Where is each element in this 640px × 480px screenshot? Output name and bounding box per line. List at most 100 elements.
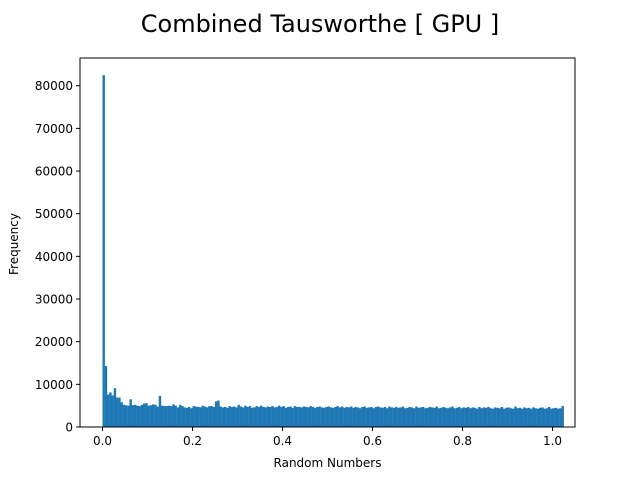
histogram-bar — [138, 406, 141, 427]
histogram-bar — [298, 406, 301, 427]
histogram-bar — [505, 407, 508, 427]
histogram-bar — [325, 406, 328, 427]
histogram-bar — [415, 406, 418, 427]
y-axis-label: Frequency — [7, 213, 21, 275]
histogram-bar — [253, 407, 256, 427]
histogram-bar — [226, 407, 229, 427]
y-tick-label: 10000 — [35, 378, 73, 392]
histogram-bar — [469, 408, 472, 427]
histogram-bar — [309, 406, 312, 427]
histogram-bar — [518, 407, 522, 427]
y-tick-label: 60000 — [35, 165, 73, 179]
histogram-bar — [424, 408, 427, 427]
histogram-bar — [266, 406, 270, 427]
histogram-bar — [237, 404, 240, 427]
histogram-bar — [199, 407, 202, 427]
histogram-bar — [408, 406, 411, 427]
histogram-bar — [530, 408, 533, 427]
histogram-bar — [201, 405, 204, 427]
histogram-bar — [197, 406, 200, 427]
histogram-bar — [149, 405, 153, 427]
histogram-bar — [111, 395, 114, 427]
histogram-bar — [221, 407, 225, 427]
histogram-bar — [176, 407, 180, 427]
histogram-bar — [318, 406, 321, 427]
histogram-bar — [269, 406, 272, 427]
histogram-bar — [532, 407, 535, 427]
histogram-bar — [113, 388, 117, 427]
histogram-bar — [509, 408, 513, 427]
histogram-bar — [462, 407, 465, 427]
histogram-bar — [539, 407, 542, 427]
histogram-bar — [478, 406, 481, 427]
histogram-bar — [343, 407, 346, 427]
histogram-bar — [284, 407, 288, 427]
histogram-bar — [170, 406, 173, 427]
histogram-bar — [287, 406, 290, 427]
histogram-bar — [350, 406, 353, 427]
y-tick-label: 30000 — [35, 293, 73, 307]
histogram-bar — [102, 75, 105, 427]
histogram-bar — [419, 407, 423, 427]
histogram-bar — [554, 407, 558, 427]
histogram-bar — [498, 408, 501, 427]
histogram-bar — [109, 392, 112, 427]
histogram-bar — [352, 407, 355, 427]
x-tick-label: 0.6 — [363, 434, 382, 448]
histogram-bar — [255, 406, 258, 427]
histogram-bar — [278, 405, 281, 427]
histogram-bar — [383, 406, 387, 427]
histogram-bar — [471, 407, 474, 427]
histogram-bar — [296, 406, 299, 427]
histogram-bar — [516, 408, 519, 427]
histogram-bar — [307, 407, 310, 427]
histogram-bar — [489, 408, 492, 427]
histogram-bar — [485, 407, 488, 427]
histogram-bar — [370, 406, 373, 427]
histogram-bar — [338, 407, 342, 427]
histogram-bar — [174, 405, 177, 427]
y-tick-label: 0 — [65, 421, 73, 435]
histogram-bar — [131, 405, 135, 427]
histogram-bar — [273, 407, 276, 427]
histogram-bar — [347, 407, 351, 427]
y-tick-label: 40000 — [35, 250, 73, 264]
histogram-bar — [280, 406, 283, 427]
histogram-bar — [503, 408, 506, 427]
histogram-bar — [152, 404, 155, 427]
histogram-bar — [332, 407, 335, 427]
histogram-bar — [217, 400, 220, 427]
histogram-bar — [559, 408, 562, 427]
histogram-bar — [305, 406, 308, 427]
histogram-bar — [397, 407, 400, 427]
histogram-bar — [417, 407, 420, 427]
histogram-bar — [449, 407, 452, 427]
histogram-bar — [327, 406, 330, 427]
histogram-bar — [316, 406, 319, 427]
histogram-bar — [523, 407, 526, 427]
histogram-bar — [185, 407, 189, 427]
histogram-bar — [154, 404, 157, 427]
histogram-bar — [140, 404, 144, 427]
histogram-bar — [381, 407, 384, 427]
y-axis: 0 10000 20000 30000 40000 50000 60000 70000 8000… — [35, 79, 80, 435]
x-tick-label: 0.8 — [453, 434, 472, 448]
histogram-bar — [311, 406, 315, 427]
histogram-bar — [548, 406, 551, 427]
histogram-bar — [527, 407, 531, 427]
histogram-bar — [428, 406, 432, 427]
histogram-bar — [246, 406, 249, 427]
histogram-bar — [341, 406, 344, 427]
histogram-bar — [158, 395, 162, 427]
plot-frame — [79, 57, 576, 428]
histogram-bar — [212, 406, 216, 427]
histogram-bar — [365, 407, 369, 427]
histogram-bar — [219, 406, 222, 427]
histogram-bar — [127, 405, 130, 427]
chart-title: Combined Tausworthe [ GPU ] — [141, 10, 500, 38]
histogram-bar — [464, 407, 468, 427]
histogram-bar — [120, 402, 123, 427]
histogram-bar — [435, 406, 438, 427]
y-tick-label: 20000 — [35, 335, 73, 349]
histogram-bar — [541, 407, 544, 427]
